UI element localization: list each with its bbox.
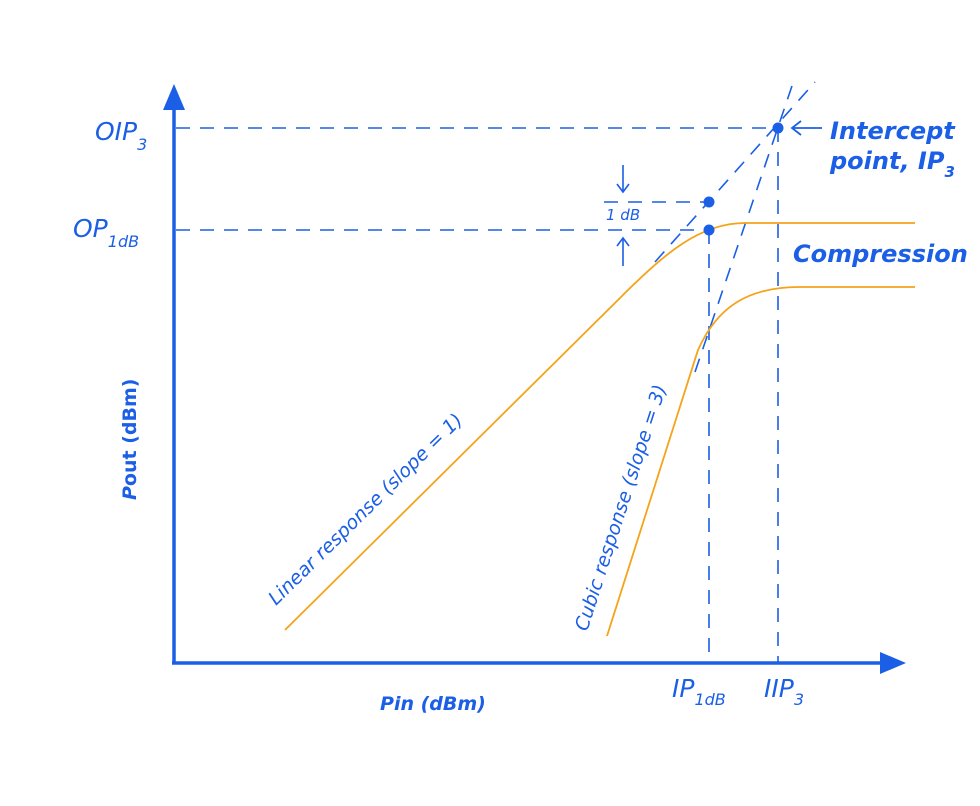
one-db-arrows-icon [616,165,630,266]
linear-extrapolated-point [703,196,715,208]
p1db-point [703,224,715,236]
linear-response-label: Linear response (slope = 1) [264,409,467,609]
cubic-extrapolation-line [694,79,795,373]
compression-label: Compression [793,240,968,268]
linear-extrapolation-line [654,81,816,263]
x-axis-title: Pin (dBm) [380,693,486,715]
one-db-label: 1 dB [606,206,640,224]
intercept-label-line2: point, IP3 [829,147,955,181]
oip3-label: OIP3 [95,117,147,154]
intercept-arrow-icon [790,120,822,136]
intercept-point [772,122,784,134]
y-axis-title: Pout (dBm) [119,379,141,500]
intercept-label-line1: Intercept [830,117,956,145]
y-axis-arrow-icon [163,84,185,110]
linear-response-curve [284,222,915,631]
cubic-response-label: Cubic response (slope = 3) [571,382,671,634]
cubic-response-curve [606,286,915,637]
x-axis-arrow-icon [880,652,906,674]
op1db-label: OP1dB [73,214,139,251]
iip3-label: IIP3 [764,674,804,709]
ip1db-label: IP1dB [672,674,726,709]
